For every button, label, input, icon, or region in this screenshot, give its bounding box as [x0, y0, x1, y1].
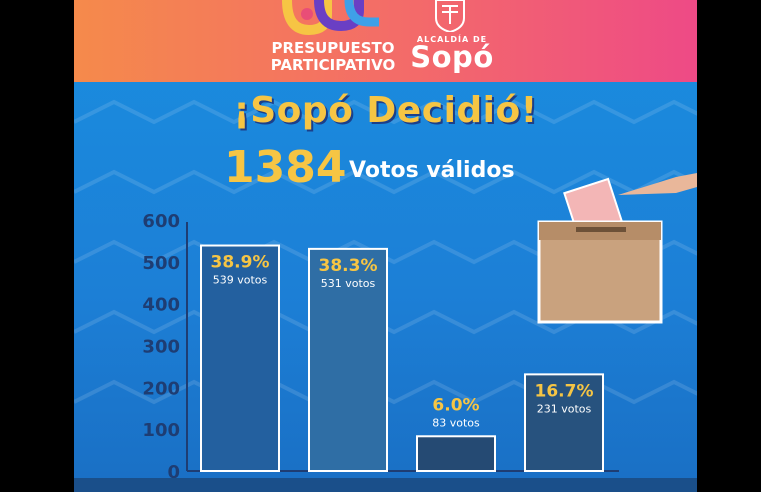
brand-line-2: PARTICIPATIVO	[270, 56, 396, 74]
footer-strip	[74, 478, 697, 492]
bar-percent-label: 6.0%	[432, 395, 479, 415]
bar-votes-label: 83 votos	[432, 416, 480, 429]
y-tick-label: 600	[142, 211, 180, 232]
y-tick-label: 200	[142, 378, 180, 399]
bar-percent-label: 38.3%	[319, 256, 378, 276]
bars	[200, 244, 604, 472]
bar-votes-label: 539 votos	[213, 274, 268, 287]
y-axis-ticks: 0 100 200 300 400 500 600	[142, 211, 180, 483]
total-votes-label: Votos válidos	[349, 158, 515, 183]
y-tick-label: 400	[142, 295, 180, 316]
brand-line-1: PRESUPUESTO	[271, 39, 395, 57]
bar-votes-label: 531 votos	[321, 277, 376, 290]
headline: ¡Sopó Decidió!	[233, 90, 538, 131]
coat-of-arms-icon	[435, 0, 465, 32]
pp-logo-icon	[282, 0, 379, 36]
y-tick-label: 0	[167, 462, 180, 483]
bar-percent-label: 16.7%	[535, 381, 594, 401]
municipality-name: Sopó	[410, 40, 494, 74]
y-tick-label: 300	[142, 337, 180, 358]
ballot-box-icon	[537, 173, 697, 324]
bar	[200, 244, 280, 472]
bar	[524, 373, 604, 472]
bar-votes-label: 231 votos	[537, 402, 592, 415]
y-tick-label: 500	[142, 253, 180, 274]
alcaldia-label: ALCALDÍA DE	[416, 35, 488, 44]
bar-labels: 38.9%539 votos 38.3%531 votos 6.0%83 votos…	[211, 253, 594, 430]
y-tick-label: 100	[142, 420, 180, 441]
bar	[308, 247, 388, 472]
bar-percent-label: 38.9%	[211, 253, 270, 273]
poster: PRESUPUESTO PARTICIPATIVO ALCALDÍA DE So…	[74, 0, 697, 492]
brand-name: PRESUPUESTO PARTICIPATIVO	[268, 40, 398, 74]
vote-bar-chart: 0 100 200 300 400 500 600 38.9%539 votos 38.3%5…	[142, 211, 619, 492]
header-banner: PRESUPUESTO PARTICIPATIVO ALCALDÍA DE So…	[74, 0, 697, 82]
bar	[416, 435, 496, 472]
total-votes: 1384	[224, 142, 347, 193]
